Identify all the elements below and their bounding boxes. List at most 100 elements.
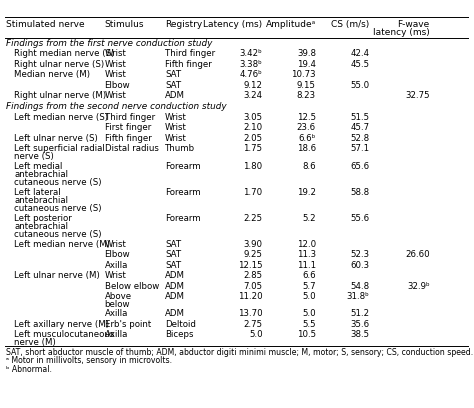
Text: Wrist: Wrist (105, 240, 127, 249)
Text: 9.12: 9.12 (244, 80, 263, 90)
Text: 65.6: 65.6 (350, 162, 369, 171)
Text: 12.5: 12.5 (297, 113, 316, 122)
Text: Left medial: Left medial (14, 162, 63, 171)
Text: Left axillary nerve (M): Left axillary nerve (M) (14, 320, 109, 329)
Text: Left superficial radial: Left superficial radial (14, 144, 105, 153)
Text: 5.7: 5.7 (302, 282, 316, 290)
Text: 38.5: 38.5 (350, 330, 369, 339)
Text: Wrist: Wrist (105, 70, 127, 79)
Text: SAT: SAT (165, 70, 181, 79)
Text: Forearm: Forearm (165, 214, 201, 223)
Text: 8.6: 8.6 (302, 162, 316, 171)
Text: 1.80: 1.80 (244, 162, 263, 171)
Text: 9.15: 9.15 (297, 80, 316, 90)
Text: 2.05: 2.05 (244, 134, 263, 143)
Text: Biceps: Biceps (165, 330, 193, 339)
Text: Stimulated nerve: Stimulated nerve (6, 20, 84, 29)
Text: Fifth finger: Fifth finger (105, 134, 151, 143)
Text: 3.38ᵇ: 3.38ᵇ (240, 60, 263, 69)
Text: ADM: ADM (165, 309, 185, 318)
Text: SAT: SAT (165, 240, 181, 249)
Text: Left lateral: Left lateral (14, 188, 61, 197)
Text: 3.90: 3.90 (244, 240, 263, 249)
Text: antebrachial: antebrachial (14, 170, 68, 179)
Text: 10.5: 10.5 (297, 330, 316, 339)
Text: 45.7: 45.7 (350, 124, 369, 133)
Text: Left median nerve (S): Left median nerve (S) (14, 113, 108, 122)
Text: F-wave: F-wave (398, 20, 430, 29)
Text: Left median nerve (M): Left median nerve (M) (14, 240, 110, 249)
Text: Forearm: Forearm (165, 188, 201, 197)
Text: antebrachial: antebrachial (14, 222, 68, 231)
Text: latency (ms): latency (ms) (373, 28, 430, 37)
Text: 5.0: 5.0 (302, 292, 316, 301)
Text: Axilla: Axilla (105, 261, 128, 270)
Text: 6.6ᵇ: 6.6ᵇ (299, 134, 316, 143)
Text: 54.8: 54.8 (350, 282, 369, 290)
Text: 52.3: 52.3 (350, 251, 369, 259)
Text: Right ulnar nerve (M): Right ulnar nerve (M) (14, 91, 106, 100)
Text: Findings from the first nerve conduction study: Findings from the first nerve conduction… (6, 39, 212, 48)
Text: Findings from the second nerve conduction study: Findings from the second nerve conductio… (6, 102, 226, 111)
Text: 2.75: 2.75 (244, 320, 263, 329)
Text: Wrist: Wrist (105, 60, 127, 69)
Text: 35.6: 35.6 (350, 320, 369, 329)
Text: 11.3: 11.3 (297, 251, 316, 259)
Text: 3.42ᵇ: 3.42ᵇ (240, 49, 263, 58)
Text: Deltoid: Deltoid (165, 320, 196, 329)
Text: Latency (ms): Latency (ms) (203, 20, 263, 29)
Text: Amplitudeᵃ: Amplitudeᵃ (266, 20, 316, 29)
Text: Right median nerve (S): Right median nerve (S) (14, 49, 114, 58)
Text: 51.2: 51.2 (350, 309, 369, 318)
Text: 51.5: 51.5 (350, 113, 369, 122)
Text: 32.9ᵇ: 32.9ᵇ (407, 282, 430, 290)
Text: Stimulus: Stimulus (105, 20, 144, 29)
Text: 60.3: 60.3 (350, 261, 369, 270)
Text: 5.5: 5.5 (302, 320, 316, 329)
Text: Left ulnar nerve (S): Left ulnar nerve (S) (14, 134, 98, 143)
Text: 7.05: 7.05 (244, 282, 263, 290)
Text: Wrist: Wrist (165, 113, 187, 122)
Text: 5.2: 5.2 (302, 214, 316, 223)
Text: 1.75: 1.75 (244, 144, 263, 153)
Text: Wrist: Wrist (165, 124, 187, 133)
Text: Left ulnar nerve (M): Left ulnar nerve (M) (14, 271, 100, 280)
Text: 23.6: 23.6 (297, 124, 316, 133)
Text: Left musculocutaneous: Left musculocutaneous (14, 330, 114, 339)
Text: Elbow: Elbow (105, 251, 130, 259)
Text: Thumb: Thumb (165, 144, 195, 153)
Text: 19.2: 19.2 (297, 188, 316, 197)
Text: 1.70: 1.70 (244, 188, 263, 197)
Text: ADM: ADM (165, 292, 185, 301)
Text: Left posterior: Left posterior (14, 214, 72, 223)
Text: Distal radius: Distal radius (105, 144, 158, 153)
Text: 13.70: 13.70 (238, 309, 263, 318)
Text: 18.6: 18.6 (297, 144, 316, 153)
Text: 3.24: 3.24 (244, 91, 263, 100)
Text: Elbow: Elbow (105, 80, 130, 90)
Text: 58.8: 58.8 (350, 188, 369, 197)
Text: Axilla: Axilla (105, 309, 128, 318)
Text: antebrachial: antebrachial (14, 196, 68, 205)
Text: Fifth finger: Fifth finger (165, 60, 212, 69)
Text: Registry: Registry (165, 20, 202, 29)
Text: 5.0: 5.0 (249, 330, 263, 339)
Text: Wrist: Wrist (105, 91, 127, 100)
Text: Right ulnar nerve (S): Right ulnar nerve (S) (14, 60, 104, 69)
Text: 26.60: 26.60 (405, 251, 430, 259)
Text: 57.1: 57.1 (350, 144, 369, 153)
Text: ᵃ Motor in millivolts, sensory in microvolts.: ᵃ Motor in millivolts, sensory in microv… (6, 357, 172, 366)
Text: ᵇ Abnormal.: ᵇ Abnormal. (6, 365, 52, 374)
Text: SAT: SAT (165, 80, 181, 90)
Text: cutaneous nerve (S): cutaneous nerve (S) (14, 204, 101, 213)
Text: 42.4: 42.4 (350, 49, 369, 58)
Text: Wrist: Wrist (105, 271, 127, 280)
Text: nerve (S): nerve (S) (14, 153, 54, 162)
Text: cutaneous nerve (S): cutaneous nerve (S) (14, 178, 101, 187)
Text: 55.0: 55.0 (350, 80, 369, 90)
Text: CS (m/s): CS (m/s) (331, 20, 369, 29)
Text: ADM: ADM (165, 271, 185, 280)
Text: 3.05: 3.05 (244, 113, 263, 122)
Text: 4.76ᵇ: 4.76ᵇ (240, 70, 263, 79)
Text: 12.0: 12.0 (297, 240, 316, 249)
